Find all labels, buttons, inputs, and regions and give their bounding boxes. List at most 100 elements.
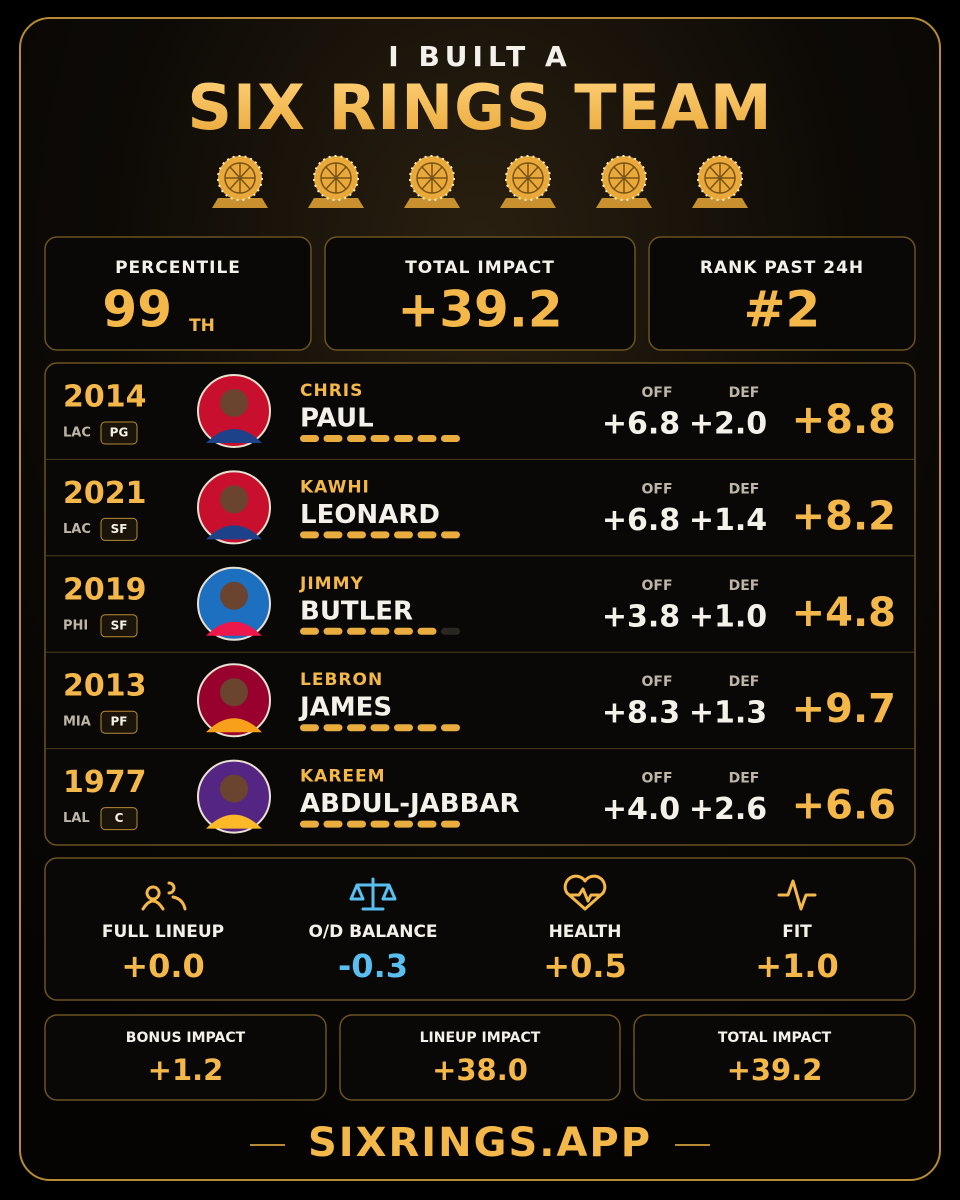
avatar-head — [220, 678, 248, 707]
rating-segment — [417, 724, 437, 732]
player-total: +9.7 — [792, 686, 896, 732]
bonus-icon — [777, 879, 817, 911]
rating-segment — [323, 627, 343, 635]
rating-segment — [394, 627, 413, 635]
stat-label: RANK PAST 24H — [700, 258, 864, 278]
player-total: +6.6 — [792, 783, 896, 829]
rating-segment — [347, 627, 366, 635]
bonus-label: HEALTH — [549, 922, 622, 942]
bonus-label: O/D BALANCE — [308, 922, 437, 942]
position-badge — [100, 421, 138, 445]
team: LAC — [63, 426, 91, 441]
player-total: +8.8 — [792, 397, 896, 443]
stat-label: PERCENTILE — [115, 258, 241, 278]
off-value: +8.3 — [602, 696, 680, 731]
trophy-lines — [321, 163, 351, 193]
bonus-value: +0.0 — [121, 947, 205, 985]
rating-segment — [370, 531, 390, 539]
trophy-base — [308, 198, 364, 208]
title: SIX RINGS TEAM — [187, 71, 772, 144]
trophy — [500, 155, 556, 208]
players-panel — [44, 362, 916, 846]
position: PG — [110, 426, 129, 440]
last-name: PAUL — [300, 404, 374, 434]
rating-segment — [394, 435, 413, 442]
stat-suffix: TH — [189, 316, 215, 336]
def-value: +1.0 — [689, 599, 767, 634]
avatar-head — [220, 389, 248, 417]
bonus-icon — [563, 874, 607, 911]
trophy-lines — [225, 163, 255, 193]
first-name: KAWHI — [300, 477, 370, 497]
trophy-base — [596, 198, 652, 208]
kicker: I BUILT A — [388, 40, 571, 73]
position-badge — [100, 710, 138, 734]
position: SF — [111, 522, 128, 536]
trophy-base — [212, 198, 268, 208]
trophy-lines — [417, 163, 447, 193]
avatar-head — [220, 485, 248, 514]
footer: SIXRINGS.APP — [308, 1120, 652, 1166]
stat-box — [44, 236, 312, 351]
trophies — [212, 155, 748, 208]
rating-segment — [441, 435, 460, 442]
first-name: LEBRON — [300, 670, 383, 690]
rating-segment — [323, 724, 343, 732]
bonus-label: FULL LINEUP — [102, 922, 224, 942]
bonus-icon — [141, 881, 187, 911]
rating-segment — [300, 435, 319, 442]
bonus-value: +0.5 — [543, 947, 627, 985]
off-label: OFF — [641, 385, 672, 401]
stat-value: +39.2 — [397, 281, 562, 339]
trophy — [212, 155, 268, 208]
team: LAC — [63, 522, 91, 537]
team: PHI — [63, 618, 88, 633]
off-label: OFF — [641, 674, 672, 690]
rating-segment — [323, 435, 343, 442]
summary-value: +38.0 — [432, 1053, 528, 1087]
rating-segment — [370, 627, 390, 635]
rating-segment — [323, 531, 343, 539]
bonus-label: FIT — [782, 922, 812, 942]
year: 2019 — [63, 572, 147, 607]
rating-segment — [300, 724, 319, 732]
player-row: 2013 MIA PF LEBRON JAMES OFF +8.3 DEF +1.3 +9.7 — [46, 651, 914, 738]
year: 1977 — [63, 765, 147, 800]
rating-segment — [394, 724, 413, 732]
trophy — [596, 155, 652, 208]
stat-box — [648, 236, 916, 351]
player-row: 2021 LAC SF KAWHI LEONARD OFF +6.8 DEF +1.4 +8.2 — [46, 458, 914, 545]
rating-segment — [417, 627, 437, 635]
player-total: +8.2 — [792, 493, 896, 539]
bonus-value: -0.3 — [338, 947, 408, 985]
summary-value: +1.2 — [148, 1053, 224, 1087]
rating-segment — [441, 820, 460, 828]
bonus-icon — [349, 877, 397, 911]
off-value: +4.0 — [602, 792, 680, 827]
rating-segment — [417, 531, 437, 539]
trophy-base — [500, 198, 556, 208]
trophy — [308, 155, 364, 208]
trophy-lines — [705, 163, 735, 193]
off-label: OFF — [641, 578, 672, 594]
rating-segment — [300, 627, 319, 635]
def-value: +2.0 — [689, 407, 767, 442]
avatar-head — [220, 774, 248, 803]
last-name: JAMES — [298, 693, 392, 723]
trophy — [692, 155, 748, 208]
bonus-value: +1.0 — [755, 947, 839, 985]
summary-value: +39.2 — [727, 1053, 823, 1087]
players: 2014 LAC PG CHRIS PAUL OFF +6.8 DEF +2.0 +8.8 2021… — [46, 374, 914, 834]
avatar-body — [206, 429, 262, 443]
def-value: +1.3 — [689, 696, 767, 731]
stat-value: #2 — [744, 281, 821, 339]
avatar-body — [206, 814, 262, 829]
rating-segment — [300, 531, 319, 539]
rating-segment — [370, 724, 390, 732]
rating-segment — [441, 531, 460, 539]
summary-label: LINEUP IMPACT — [420, 1030, 541, 1046]
rating-segment — [394, 531, 413, 539]
